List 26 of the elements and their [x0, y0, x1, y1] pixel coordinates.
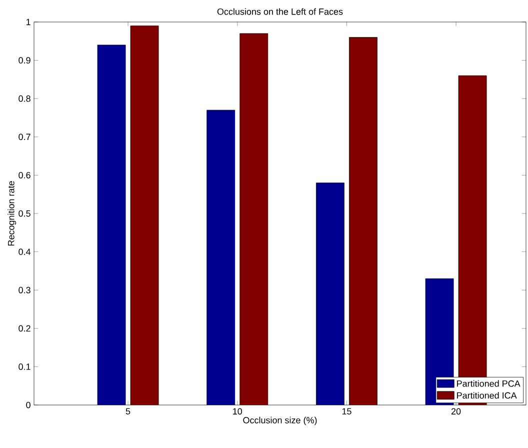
bar	[130, 26, 159, 405]
y-tick-label: 0.8	[18, 95, 30, 102]
x-tick-label: 20	[451, 408, 461, 415]
x-tick-label: 5	[126, 408, 130, 414]
y-tick-label: 1	[26, 18, 30, 26]
bar	[316, 182, 344, 405]
y-axis-title: Recognition rate	[8, 181, 16, 246]
y-tick-label: 0.5	[18, 210, 30, 217]
bar	[240, 33, 268, 405]
y-tick-label: 0.2	[18, 325, 30, 332]
legend-label: Partitioned PCA	[457, 380, 520, 387]
bar	[206, 110, 236, 405]
x-axis-title: Occlusion size (%)	[243, 416, 317, 426]
bar	[348, 37, 378, 405]
y-tick-label: 0.9	[18, 57, 30, 64]
y-tick-label: 0.3	[18, 286, 30, 294]
y-tick-label: 0.7	[18, 134, 30, 140]
y-tick-label: 0	[26, 402, 30, 408]
legend-label: Partitioned ICA	[457, 392, 517, 399]
y-tick-label: 0.6	[18, 172, 30, 178]
y-tick-label: 0.4	[18, 248, 31, 255]
x-tick-label: 15	[342, 408, 352, 414]
x-tick-label: 10	[233, 408, 242, 415]
bar	[97, 44, 126, 405]
y-tick-label: 0.1	[18, 364, 30, 370]
chart-title: Occlusions on the Left of Faces	[217, 8, 343, 15]
